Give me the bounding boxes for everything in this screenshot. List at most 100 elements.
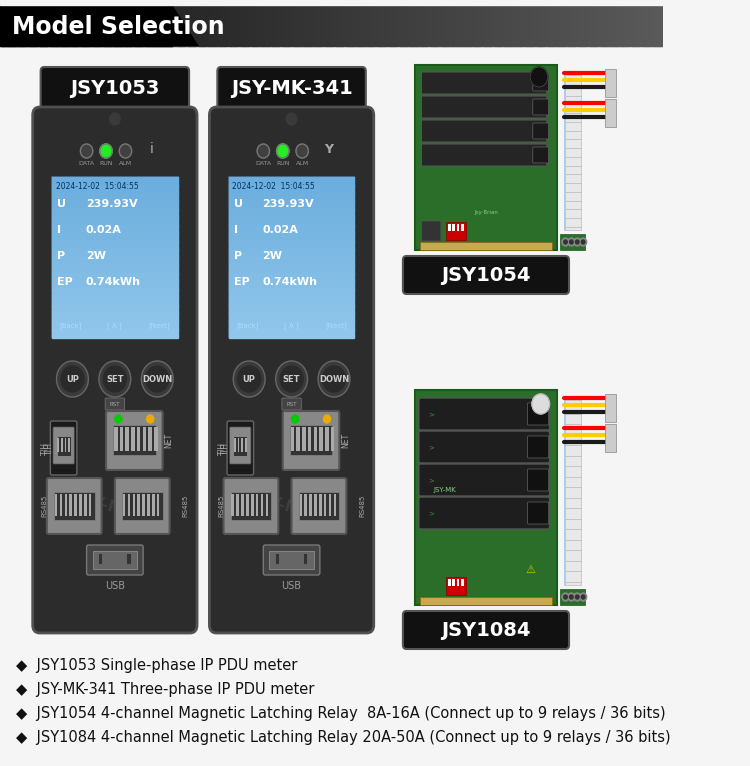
Polygon shape xyxy=(172,5,199,46)
Bar xyxy=(35,5,38,46)
Bar xyxy=(526,5,529,46)
FancyBboxPatch shape xyxy=(403,611,569,649)
Bar xyxy=(601,5,604,46)
Bar xyxy=(232,494,234,516)
Bar xyxy=(490,5,494,46)
Circle shape xyxy=(575,595,579,599)
Bar xyxy=(318,5,321,46)
Bar xyxy=(229,289,354,298)
Text: DOWN: DOWN xyxy=(142,375,172,384)
Text: RST: RST xyxy=(286,401,297,407)
Circle shape xyxy=(61,366,84,392)
Bar xyxy=(84,5,87,46)
Bar xyxy=(0,5,3,46)
Bar xyxy=(608,5,610,46)
Bar xyxy=(627,5,631,46)
Bar xyxy=(168,5,171,46)
FancyBboxPatch shape xyxy=(53,427,74,464)
Bar xyxy=(621,5,624,46)
Text: ◆  JSY1084 4-channel Magnetic Latching Relay 20A-50A (Connect up to 9 relays / 3: ◆ JSY1084 4-channel Magnetic Latching Re… xyxy=(16,730,670,745)
Bar xyxy=(68,5,71,46)
Circle shape xyxy=(581,240,585,244)
Circle shape xyxy=(580,238,586,246)
Text: ALM: ALM xyxy=(296,161,309,166)
Bar xyxy=(433,5,436,46)
Bar xyxy=(294,5,297,46)
Bar xyxy=(53,321,178,330)
Bar xyxy=(307,5,310,46)
Bar xyxy=(386,5,390,46)
Bar xyxy=(230,5,232,46)
Bar xyxy=(344,5,348,46)
Bar xyxy=(500,5,502,46)
Bar xyxy=(577,5,580,46)
Circle shape xyxy=(322,366,346,392)
Bar xyxy=(9,5,12,46)
Bar xyxy=(13,5,16,46)
Circle shape xyxy=(569,595,573,599)
Text: USB: USB xyxy=(105,581,125,591)
Bar xyxy=(398,5,400,46)
FancyBboxPatch shape xyxy=(403,256,569,294)
Bar xyxy=(245,5,248,46)
Bar xyxy=(316,5,319,46)
Bar xyxy=(506,5,509,46)
Bar xyxy=(514,5,517,46)
Bar xyxy=(393,5,396,46)
Bar xyxy=(346,5,350,46)
Bar xyxy=(411,5,414,46)
Bar xyxy=(53,209,178,218)
Bar xyxy=(140,5,142,46)
Bar xyxy=(276,554,279,564)
Text: Model Selection: Model Selection xyxy=(12,15,225,39)
Bar xyxy=(217,5,220,46)
Bar xyxy=(402,5,405,46)
Bar xyxy=(188,5,190,46)
Bar xyxy=(287,5,290,46)
Bar xyxy=(137,427,140,451)
Bar xyxy=(58,5,61,46)
Bar xyxy=(453,5,456,46)
Text: USB: USB xyxy=(281,581,302,591)
Text: 239.93V: 239.93V xyxy=(86,199,137,209)
FancyBboxPatch shape xyxy=(419,431,550,463)
Circle shape xyxy=(286,113,297,125)
Text: 2W: 2W xyxy=(86,251,106,261)
Bar xyxy=(605,424,616,452)
Bar xyxy=(267,5,270,46)
Bar xyxy=(461,579,464,586)
Bar xyxy=(406,5,410,46)
Bar xyxy=(93,551,137,569)
Bar xyxy=(524,5,526,46)
Bar xyxy=(179,5,182,46)
Text: Jsy·Brian: Jsy·Brian xyxy=(474,210,498,215)
Bar xyxy=(113,425,155,455)
Text: T/H: T/H xyxy=(44,441,53,454)
Text: [ A ]: [ A ] xyxy=(107,322,122,329)
Circle shape xyxy=(100,144,112,158)
Bar xyxy=(299,494,302,516)
Text: JSY-MK: JSY-MK xyxy=(433,487,456,493)
Bar xyxy=(521,5,524,46)
Text: JSY1053: JSY1053 xyxy=(70,78,160,97)
Bar xyxy=(658,5,662,46)
Bar xyxy=(510,5,513,46)
Bar xyxy=(56,436,70,456)
Bar xyxy=(592,5,595,46)
Bar xyxy=(229,281,354,290)
Bar xyxy=(53,313,178,322)
Bar xyxy=(269,5,272,46)
Bar xyxy=(16,5,19,46)
Bar xyxy=(53,185,178,194)
Bar xyxy=(512,5,515,46)
Bar xyxy=(234,438,236,452)
Circle shape xyxy=(568,593,575,601)
Bar xyxy=(150,5,153,46)
Bar xyxy=(46,5,50,46)
Bar xyxy=(7,5,10,46)
Bar xyxy=(84,494,86,516)
Bar xyxy=(587,5,591,46)
Text: JSY-MK: JSY-MK xyxy=(253,490,313,520)
Bar xyxy=(579,5,582,46)
Bar xyxy=(56,5,58,46)
